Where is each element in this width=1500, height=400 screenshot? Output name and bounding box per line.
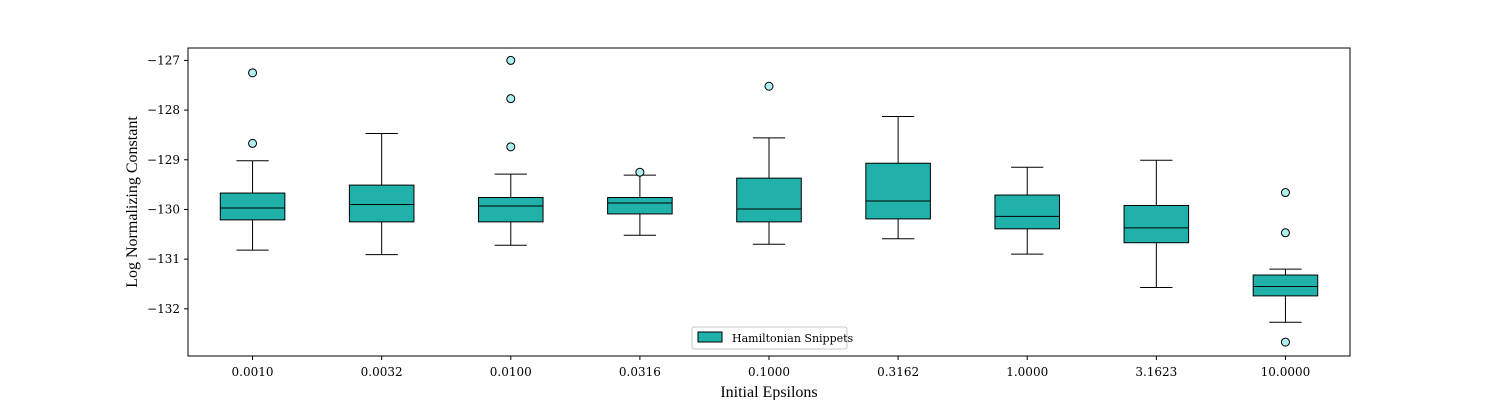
x-tick-label: 0.0032 xyxy=(361,365,403,379)
legend-swatch xyxy=(697,331,723,343)
box xyxy=(478,197,544,223)
y-tick-label: −129 xyxy=(147,153,180,167)
x-tick-label: 3.1623 xyxy=(1135,365,1177,379)
boxes-layer xyxy=(219,55,1319,347)
y-tick-label: −131 xyxy=(147,252,180,266)
x-tick-label: 10.0000 xyxy=(1261,365,1311,379)
x-tick-label: 0.0010 xyxy=(232,365,274,379)
box xyxy=(219,192,286,221)
x-ticks: 0.0010 0.0032 0.0100 0.0316 0.1000 0.3162 1.00… xyxy=(232,356,1311,379)
box-group xyxy=(994,166,1061,255)
box xyxy=(994,194,1061,230)
outlier-point xyxy=(1280,188,1290,198)
y-axis-label: Log Normalizing Constant xyxy=(124,116,141,288)
y-tick-label: −127 xyxy=(147,53,180,67)
plot-frame xyxy=(187,47,1351,357)
outlier-point xyxy=(506,55,516,65)
legend-frame xyxy=(691,326,848,350)
box-group xyxy=(478,55,544,246)
x-tick-label: 0.1000 xyxy=(748,365,790,379)
box-group xyxy=(348,132,415,256)
x-tick-label: 0.3162 xyxy=(877,365,919,379)
box-group xyxy=(219,68,286,251)
box xyxy=(348,184,415,223)
y-tick-label: −130 xyxy=(147,202,180,216)
x-tick-label: 0.0100 xyxy=(490,365,532,379)
outlier-point xyxy=(1280,337,1290,347)
box-group xyxy=(1252,188,1319,347)
y-tick-label: −132 xyxy=(147,302,180,316)
x-tick-label: 0.0316 xyxy=(619,365,661,379)
outlier-point xyxy=(506,94,516,104)
box-group xyxy=(736,81,802,245)
outlier-point xyxy=(248,138,258,148)
outlier-point xyxy=(1280,228,1290,238)
box xyxy=(1252,274,1319,297)
box xyxy=(865,162,931,220)
x-tick-label: 1.0000 xyxy=(1006,365,1048,379)
legend-label: Hamiltonian Snippets xyxy=(732,332,854,345)
outlier-point xyxy=(635,167,645,177)
y-ticks: −127 −128 −129 −130 −131 −132 xyxy=(147,53,188,316)
box xyxy=(736,177,802,223)
box xyxy=(607,197,673,215)
box-group xyxy=(865,116,931,240)
outlier-point xyxy=(248,68,258,78)
outlier-point xyxy=(506,142,516,152)
y-tick-label: −128 xyxy=(147,103,180,117)
box-group xyxy=(1123,159,1190,288)
box xyxy=(1123,204,1190,244)
x-axis-label: Initial Epsilons xyxy=(720,384,817,400)
outlier-point xyxy=(764,81,774,91)
legend: Hamiltonian Snippets xyxy=(691,326,854,350)
box-group xyxy=(607,167,673,236)
